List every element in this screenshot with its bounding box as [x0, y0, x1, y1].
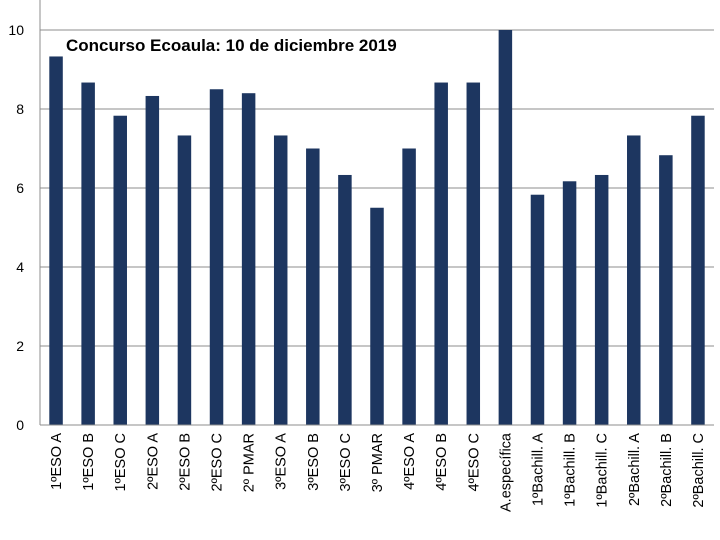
y-tick-label: 8 — [16, 101, 24, 117]
bar — [273, 135, 288, 425]
x-tick-label: 1ºBachill. A — [530, 433, 546, 506]
bar — [562, 181, 577, 425]
x-tick-label: 3º PMAR — [370, 433, 386, 492]
y-tick-label: 2 — [16, 338, 24, 354]
bars — [49, 30, 705, 426]
bar — [338, 174, 352, 425]
bar — [402, 148, 416, 425]
bar — [113, 115, 127, 425]
bar — [498, 30, 513, 425]
bar — [81, 82, 95, 425]
x-tick-label: 4ºESO C — [466, 433, 482, 491]
bar — [594, 174, 609, 425]
bar — [659, 155, 673, 425]
x-tick-label: 2ºBachill. C — [691, 433, 707, 508]
x-tick-label: 1ºESO A — [49, 433, 65, 490]
x-tick-label: 2ºESO A — [145, 433, 161, 490]
bar — [627, 135, 641, 425]
y-tick-label: 10 — [8, 22, 24, 38]
x-tick-label: 2º PMAR — [242, 433, 258, 492]
bar — [177, 135, 192, 425]
bar — [306, 148, 320, 425]
x-tick-labels: 1ºESO A 1ºESO B 1ºESO C 2ºESO A 2ºESO B 2ºESO… — [49, 432, 707, 512]
x-tick-label: 2ºBachill. A — [627, 433, 643, 506]
x-tick-label: 1ºESO B — [81, 433, 97, 491]
x-tick-label: 2ºESO C — [210, 433, 226, 491]
y-tick-label: 6 — [16, 180, 24, 196]
y-tick-label: 0 — [16, 417, 24, 433]
x-tick-label: 1ºBachill. B — [563, 433, 579, 507]
y-tick-labels: 0 2 4 6 8 10 — [8, 22, 24, 433]
bar — [434, 82, 448, 425]
x-tick-label: 3ºESO B — [306, 433, 322, 491]
x-tick-label: 4ºESO A — [402, 433, 418, 490]
axes — [39, 0, 714, 426]
x-tick-label: 3ºESO C — [338, 433, 354, 491]
bar — [691, 115, 705, 425]
x-tick-label: 4ºESO B — [434, 433, 450, 491]
bar — [145, 95, 160, 425]
bar — [241, 93, 256, 425]
x-tick-label: 2ºESO B — [177, 433, 193, 491]
x-tick-label: 3ºESO A — [274, 433, 290, 490]
x-tick-label: A.específica — [498, 432, 514, 512]
bar — [209, 89, 224, 425]
chart-title: Concurso Ecoaula: 10 de diciembre 2019 — [66, 36, 397, 55]
bar — [466, 82, 481, 425]
x-tick-label: 1ºESO C — [113, 433, 129, 491]
y-tick-label: 4 — [16, 259, 24, 275]
x-tick-label: 2ºBachill. B — [659, 433, 675, 507]
bar — [49, 56, 63, 426]
bar — [370, 207, 384, 425]
x-tick-label: 1ºBachill. C — [595, 433, 611, 508]
bar — [530, 194, 545, 425]
